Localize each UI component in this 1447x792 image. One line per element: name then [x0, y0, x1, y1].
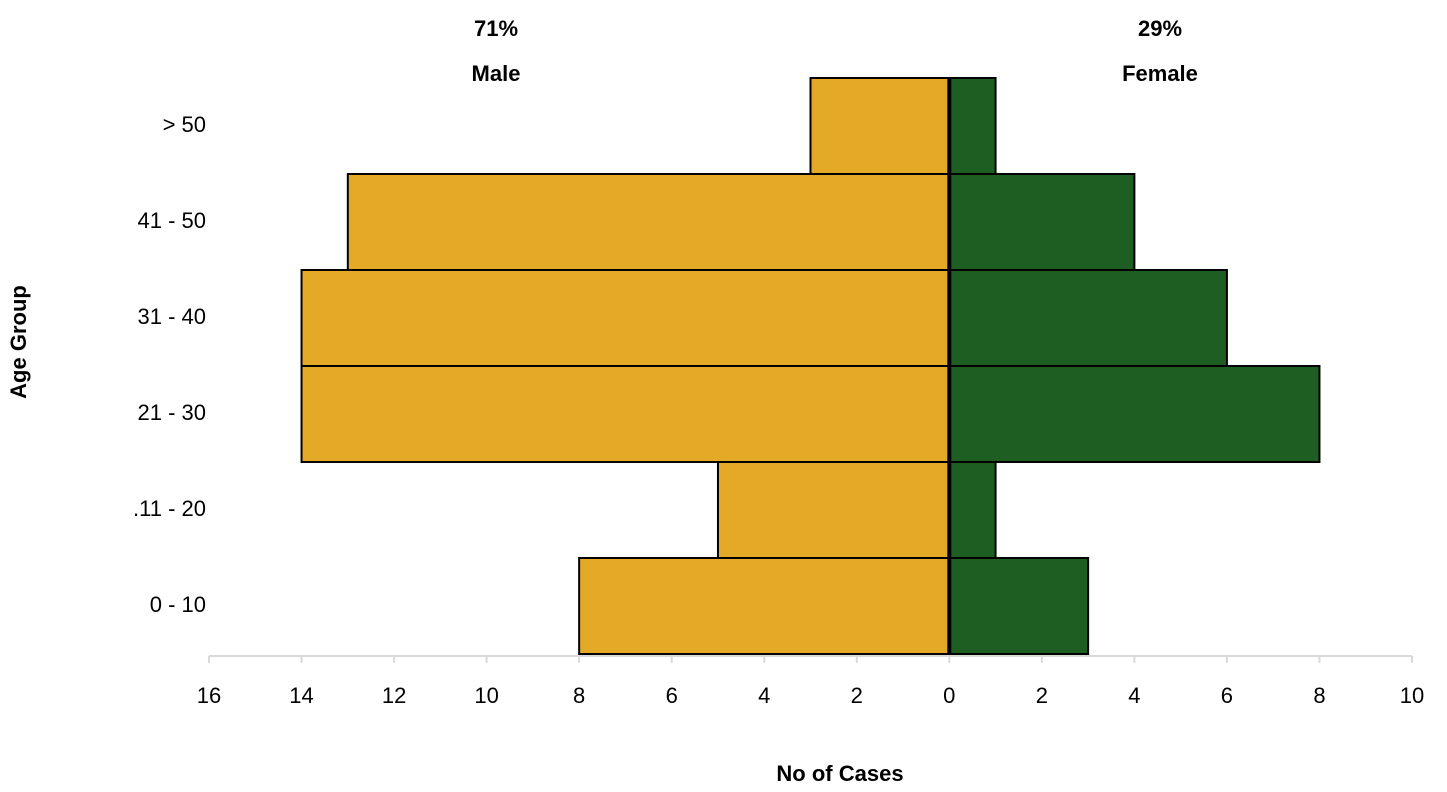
x-tick-label: 6	[666, 683, 678, 708]
x-tick-label: 0	[943, 683, 955, 708]
bar	[948, 269, 1228, 367]
y-tick-label: 31 - 40	[138, 304, 207, 329]
x-tick-label: 2	[851, 683, 863, 708]
y-tick-label: .11 - 20	[133, 496, 206, 521]
bar	[300, 269, 951, 367]
x-tick-label: 10	[474, 683, 498, 708]
x-tick-label: 6	[1221, 683, 1233, 708]
series-name: Female	[1122, 61, 1198, 86]
bar	[300, 365, 951, 463]
x-tick-label: 2	[1036, 683, 1048, 708]
series-name: Male	[472, 61, 521, 86]
x-tick-label: 12	[382, 683, 406, 708]
bar	[948, 461, 997, 559]
x-tick-label: 4	[1128, 683, 1140, 708]
y-tick-label: 21 - 30	[138, 400, 207, 425]
y-tick-label: 41 - 50	[138, 208, 207, 233]
y-tick-label: 0 - 10	[150, 592, 206, 617]
x-tick-label: 8	[573, 683, 585, 708]
share-label: 29%	[1138, 16, 1182, 41]
x-tick-label: 10	[1400, 683, 1424, 708]
bar	[716, 461, 951, 559]
x-tick-label: 16	[197, 683, 221, 708]
y-tick-label: > 50	[163, 112, 206, 137]
share-label: 71%	[474, 16, 518, 41]
bar	[948, 365, 1321, 463]
x-tick-label: 4	[758, 683, 770, 708]
bar	[809, 77, 951, 175]
bar	[948, 77, 997, 175]
x-axis-label: No of Cases	[776, 761, 903, 786]
bar	[578, 557, 951, 655]
bar	[346, 173, 951, 271]
x-tick-label: 8	[1313, 683, 1325, 708]
bar	[948, 173, 1136, 271]
y-axis-label: Age Group	[6, 285, 31, 399]
bar	[948, 557, 1090, 655]
x-tick-label: 14	[289, 683, 313, 708]
